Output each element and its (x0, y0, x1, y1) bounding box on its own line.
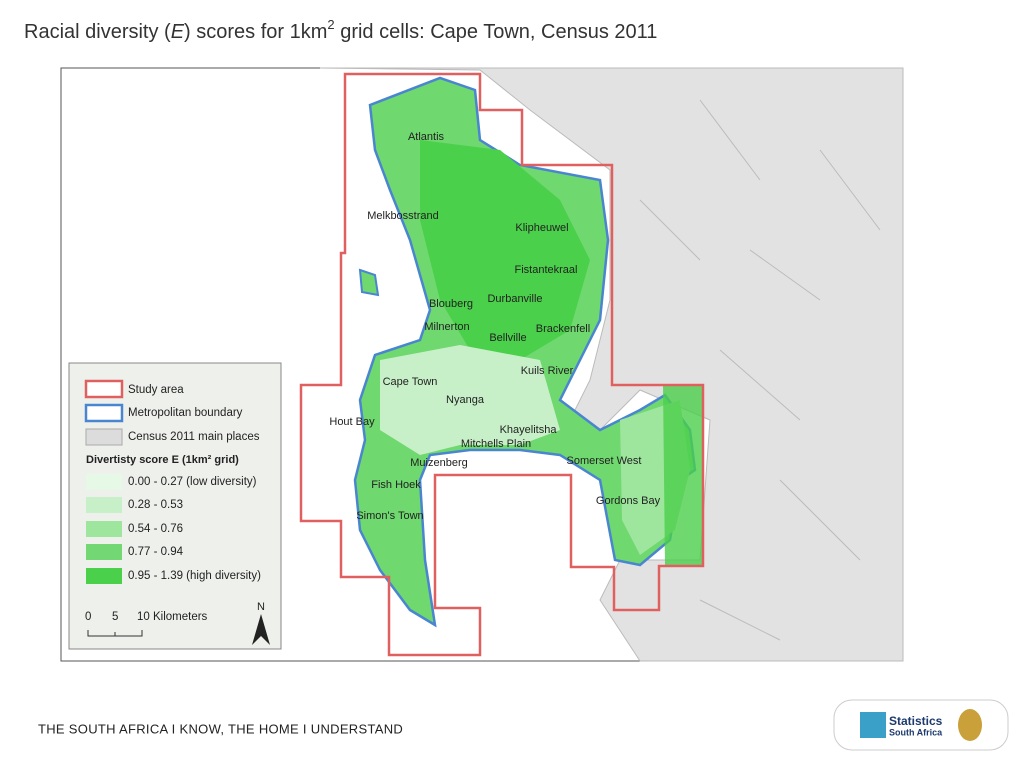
legend-label: 0.00 - 0.27 (low diversity) (128, 476, 257, 488)
legend-title: Divertisty score E (1km² grid) (86, 454, 239, 466)
study-area (299, 72, 705, 657)
place-label: Bellville (489, 332, 526, 344)
place-label: Klipheuwel (515, 222, 568, 234)
place-label: Muizenberg (410, 457, 467, 469)
north-arrow (252, 614, 270, 645)
place-label: Gordons Bay (596, 495, 661, 507)
place-label: Kuils River (521, 365, 574, 377)
legend-swatch (86, 521, 122, 537)
place-label: Nyanga (446, 394, 485, 406)
place-label: Brackenfell (536, 323, 590, 335)
logo-icon (860, 712, 886, 738)
legend-swatch (84, 379, 124, 399)
legend-label: 0.54 - 0.76 (128, 523, 183, 535)
boundaries (639, 99, 881, 641)
logo-text: South Africa (889, 727, 943, 737)
place-label: Khayelitsha (500, 424, 558, 436)
north-label: N (257, 601, 265, 613)
place-label: Atlantis (408, 131, 445, 143)
scale-label: 0 (85, 611, 91, 623)
place-label: Durbanville (487, 293, 542, 305)
legend-label: 0.77 - 0.94 (128, 546, 184, 558)
legend-swatch (86, 497, 122, 513)
legend-label: 0.95 - 1.39 (high diversity) (128, 570, 261, 582)
place-label: Fistantekraal (515, 264, 578, 276)
place-label: Cape Town (383, 376, 438, 388)
legend-label: Census 2011 main places (128, 431, 260, 443)
slogan: THE SOUTH AFRICA I KNOW, THE HOME I UNDE… (38, 721, 403, 736)
title-part: E (171, 21, 185, 43)
legend-label: Study area (128, 384, 184, 396)
coat-of-arms (958, 709, 982, 741)
place-label: Melkbosstrand (367, 210, 439, 222)
place-label: Fish Hoek (371, 479, 421, 491)
legend: Study area Metropolitan boundary Census … (68, 362, 282, 650)
logo-text: Statistics (889, 714, 943, 728)
map: Atlantis Melkbosstrand Klipheuwel Fistan… (60, 67, 904, 662)
east-cells (663, 385, 703, 566)
high-diversity (420, 140, 590, 360)
scale-label: 5 (112, 611, 118, 623)
legend-swatch (85, 428, 123, 446)
legend-swatch (84, 403, 124, 423)
place-label: Blouberg (429, 298, 473, 310)
island (358, 268, 380, 297)
scale-bar (87, 630, 143, 637)
scale-label: 10 Kilometers (137, 611, 208, 623)
legend-swatch (86, 568, 122, 584)
title-part: 2 (327, 17, 334, 32)
place-label: Mitchells Plain (461, 438, 531, 450)
title-part: ) scores for 1km (184, 21, 327, 43)
legend-label: 0.28 - 0.53 (128, 499, 183, 511)
place-label: Hout Bay (329, 416, 375, 428)
place-label: Milnerton (424, 321, 469, 333)
logo: Statistics South Africa (833, 699, 1009, 751)
legend-swatch (86, 474, 122, 490)
legend-label: Metropolitan boundary (128, 407, 243, 419)
title-part: Racial diversity ( (24, 21, 171, 43)
place-labels: Atlantis Melkbosstrand Klipheuwel Fistan… (329, 131, 660, 522)
title-part: grid cells: Cape Town, Census 2011 (335, 21, 658, 43)
place-label: Somerset West (567, 455, 642, 467)
title: Racial diversity (E) scores for 1km2 gri… (24, 17, 657, 43)
place-label: Simon's Town (356, 510, 423, 522)
legend-swatch (86, 544, 122, 560)
low-diversity (380, 345, 560, 455)
